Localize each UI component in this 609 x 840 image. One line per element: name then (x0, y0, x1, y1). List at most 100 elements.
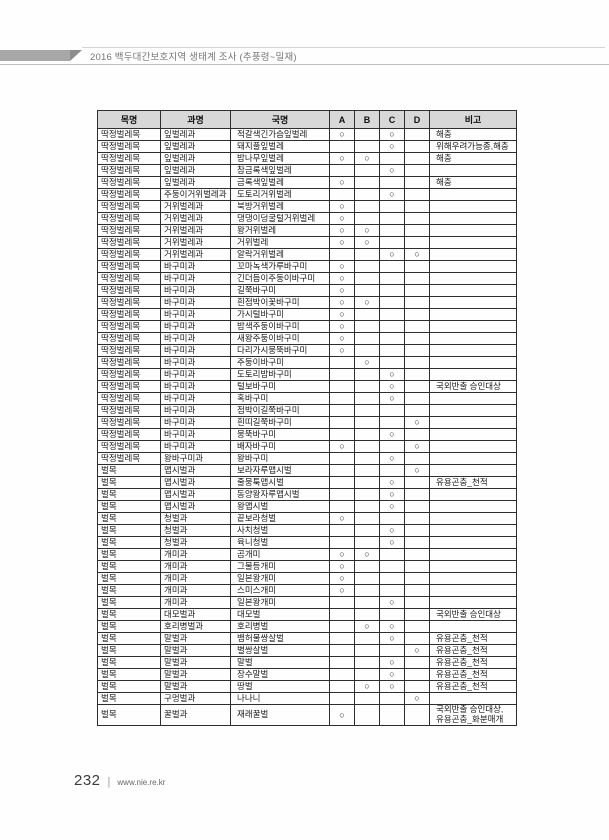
species-name-cell: 뭉뚝바구미 (230, 428, 330, 441)
table-row: 벌목 맵시벌과 줄뭉툭맵시벌 ○ 유용곤충_천적 (97, 476, 517, 489)
order-cell: 벌목 (97, 500, 161, 513)
table-row: 딱정벌레목 잎벌레과 금록색잎벌레 ○ 해충 (97, 176, 517, 189)
site-d-mark-cell (404, 356, 430, 369)
site-d-mark-cell: ○ (404, 248, 430, 261)
site-a-mark-cell (329, 416, 355, 429)
table-row: 벌목 구멍벌과 나나니 ○ (97, 692, 517, 705)
site-a-mark-cell: ○ (329, 200, 355, 213)
family-cell: 대모벌과 (160, 608, 231, 621)
site-d-mark-cell (404, 536, 430, 549)
site-d-mark-cell (404, 188, 430, 201)
table-row: 딱정벌레목 바구미과 가시털바구미 ○ (97, 308, 517, 321)
note-cell: 국외반출 승인대상 (429, 608, 517, 621)
site-a-mark-cell: ○ (329, 128, 355, 141)
family-cell: 말벌과 (160, 668, 231, 681)
table-row: 딱정벌레목 바구미과 도토리밤바구미 ○ (97, 368, 517, 381)
order-cell: 딱정벌레목 (97, 152, 161, 165)
species-name-cell: 혹바구미 (230, 392, 330, 405)
site-a-mark-cell: ○ (329, 308, 355, 321)
col-header-order: 목명 (97, 110, 161, 129)
order-cell: 벌목 (97, 512, 161, 525)
site-a-mark-cell (329, 596, 355, 609)
species-name-cell: 도토리밤바구미 (230, 368, 330, 381)
table-row: 벌목 꿀벌과 재래꿀벌 ○ 국외반출 승인대상, 유용곤충_화분매개 (97, 704, 517, 726)
site-d-mark-cell (404, 140, 430, 153)
site-a-mark-cell: ○ (329, 176, 355, 189)
site-d-mark-cell (404, 212, 430, 225)
site-d-mark-cell (404, 620, 430, 633)
family-cell: 왕바구미과 (160, 452, 231, 465)
site-d-mark-cell (404, 284, 430, 297)
note-cell (429, 488, 517, 501)
species-name-cell: 동양왕자루맵시벌 (230, 488, 330, 501)
site-d-mark-cell (404, 512, 430, 525)
site-c-mark-cell: ○ (379, 488, 405, 501)
site-b-mark-cell (354, 344, 380, 357)
col-header-site-c: C (379, 110, 405, 129)
site-a-mark-cell (329, 668, 355, 681)
site-a-mark-cell (329, 524, 355, 537)
order-cell: 딱정벌레목 (97, 188, 161, 201)
report-header-title: 2016 백두대간보호지역 생태계 조사 (추풍령~밀재) (90, 52, 297, 63)
order-cell: 딱정벌레목 (97, 452, 161, 465)
site-a-mark-cell (329, 476, 355, 489)
site-b-mark-cell (354, 536, 380, 549)
species-name-cell: 참금록색잎벌레 (230, 164, 330, 177)
site-d-mark-cell (404, 584, 430, 597)
site-a-mark-cell: ○ (329, 224, 355, 237)
note-cell: 위해우려가능종,해충 (429, 140, 517, 153)
site-c-mark-cell (379, 152, 405, 165)
site-a-mark-cell (329, 464, 355, 477)
note-cell (429, 620, 517, 633)
order-cell: 딱정벌레목 (97, 320, 161, 333)
family-cell: 바구미과 (160, 428, 231, 441)
site-d-mark-cell (404, 404, 430, 417)
note-cell (429, 200, 517, 213)
species-name-cell: 새왕주둥이바구미 (230, 332, 330, 345)
table-row: 딱정벌레목 잎벌레과 돼지풀잎벌레 ○ 위해우려가능종,해충 (97, 140, 517, 153)
site-b-mark-cell: ○ (354, 680, 380, 693)
table-row: 벌목 개미과 일본왕개미 ○ (97, 596, 517, 609)
note-cell (429, 356, 517, 369)
family-cell: 말벌과 (160, 632, 231, 645)
site-d-mark-cell (404, 320, 430, 333)
header-bottom-rule (0, 64, 609, 65)
family-cell: 바구미과 (160, 440, 231, 453)
site-c-mark-cell (379, 572, 405, 585)
species-name-cell: 적갈색긴가슴잎벌레 (230, 128, 330, 141)
site-b-mark-cell: ○ (354, 548, 380, 561)
species-name-cell: 대모벌 (230, 608, 330, 621)
order-cell: 딱정벌레목 (97, 260, 161, 273)
site-c-mark-cell (379, 440, 405, 453)
species-name-cell: 긴더듬이주둥이바구미 (230, 272, 330, 285)
note-cell (429, 560, 517, 573)
site-d-mark-cell: ○ (404, 416, 430, 429)
site-c-mark-cell: ○ (379, 128, 405, 141)
order-cell: 딱정벌레목 (97, 344, 161, 357)
site-d-mark-cell (404, 560, 430, 573)
site-d-mark-cell (404, 632, 430, 645)
note-cell (429, 584, 517, 597)
site-b-mark-cell (354, 188, 380, 201)
family-cell: 바구미과 (160, 284, 231, 297)
order-cell: 딱정벌레목 (97, 440, 161, 453)
species-name-cell: 주둥이바구미 (230, 356, 330, 369)
col-header-site-d: D (404, 110, 430, 129)
table-row: 벌목 대모벌과 대모벌 국외반출 승인대상 (97, 608, 517, 621)
site-d-mark-cell (404, 680, 430, 693)
site-b-mark-cell (354, 500, 380, 513)
site-b-mark-cell (354, 284, 380, 297)
site-c-mark-cell (379, 176, 405, 189)
table-row: 딱정벌레목 왕바구미과 왕바구미 ○ (97, 452, 517, 465)
note-cell (429, 428, 517, 441)
table-row: 딱정벌레목 바구미과 밤색주둥이바구미 ○ (97, 320, 517, 333)
site-b-mark-cell (354, 140, 380, 153)
col-header-site-b: B (354, 110, 380, 129)
note-cell (429, 524, 517, 537)
table-row: 딱정벌레목 바구미과 점박이길쭉바구미 (97, 404, 517, 417)
site-c-mark-cell: ○ (379, 536, 405, 549)
site-b-mark-cell (354, 656, 380, 669)
note-cell (429, 692, 517, 705)
site-c-mark-cell (379, 704, 405, 726)
note-cell (429, 464, 517, 477)
